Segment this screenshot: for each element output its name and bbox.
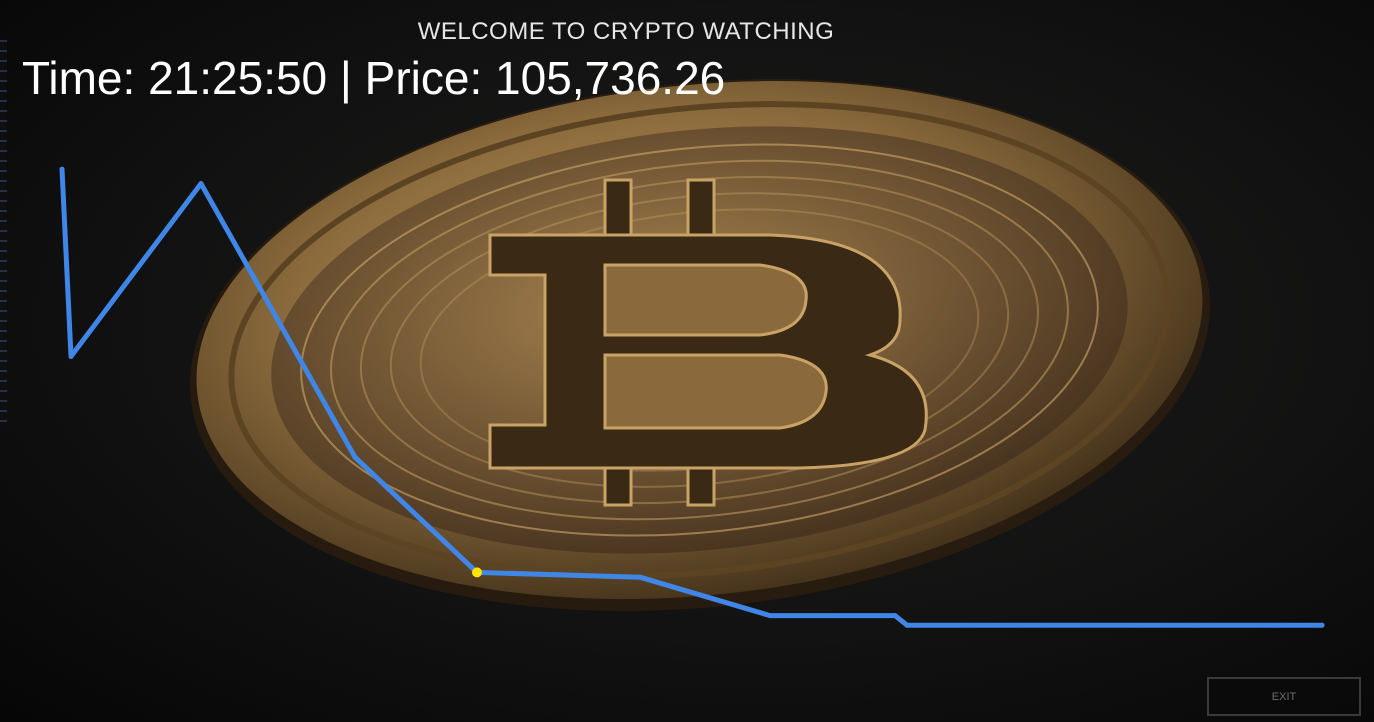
time-label: Time: [22,52,136,104]
left-window-edge [0,40,7,430]
ticker-readout: Time: 21:25:50 | Price: 105,736.26 [22,50,725,106]
page-title: WELCOME TO CRYPTO WATCHING [417,18,835,45]
time-value: 21:25:50 [148,52,328,104]
exit-button[interactable]: EXIT [1207,677,1361,716]
ticker-separator: | [339,52,352,104]
price-label: Price: [364,52,483,104]
price-value: 105,736.26 [495,52,726,104]
bitcoin-symbol-icon [488,178,928,507]
